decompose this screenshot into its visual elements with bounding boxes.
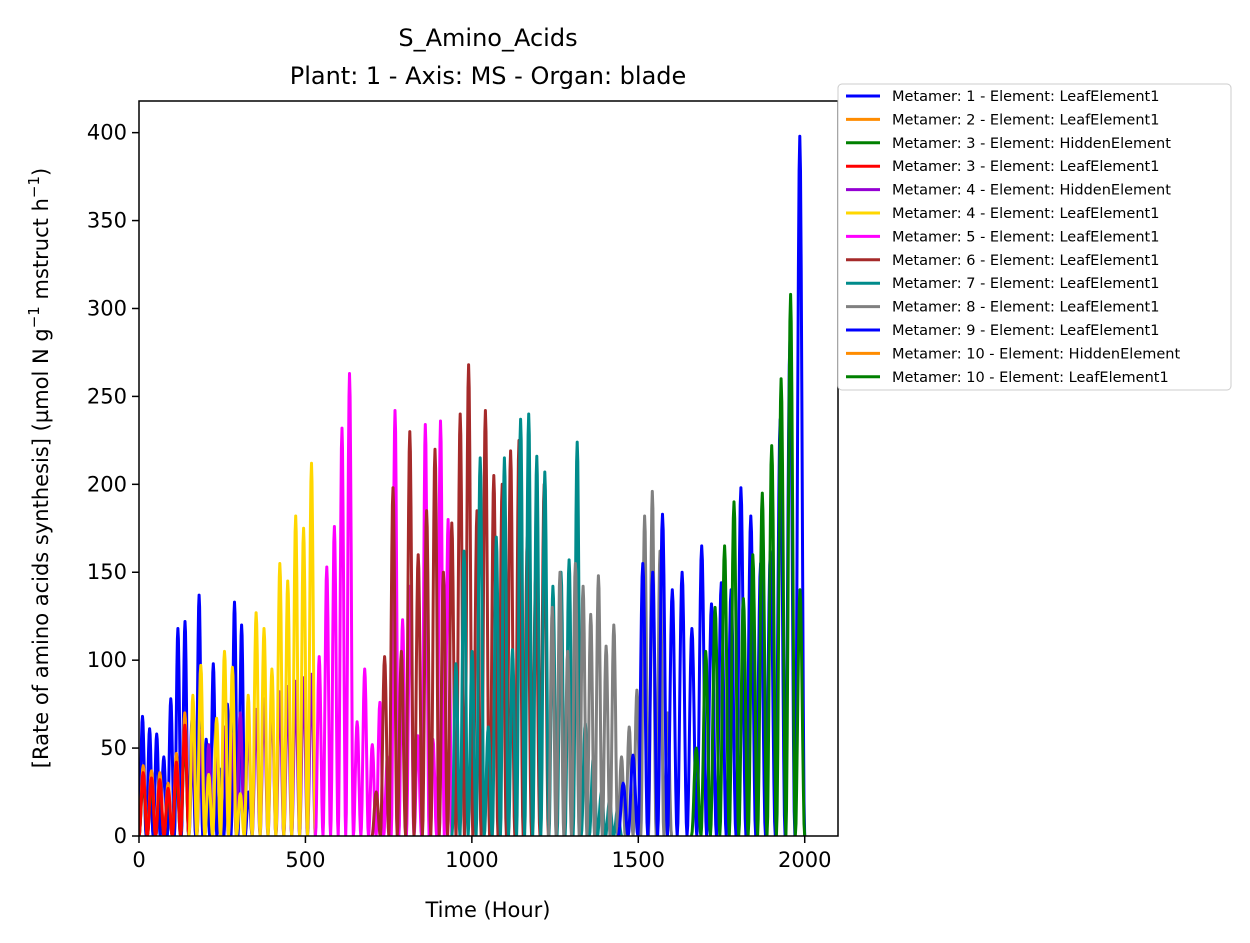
- y-tick-label: 400: [87, 121, 127, 145]
- plot-frame: [138, 100, 839, 837]
- legend-label: Metamer: 3 - Element: LeafElement1: [892, 159, 1159, 175]
- x-tick-label: 500: [285, 848, 325, 872]
- legend-label: Metamer: 4 - Element: LeafElement1: [892, 206, 1159, 222]
- legend-label: Metamer: 3 - Element: HiddenElement: [892, 136, 1171, 152]
- chart-subtitle: Plant: 1 - Axis: MS - Organ: blade: [290, 62, 687, 90]
- legend: Metamer: 1 - Element: LeafElement1 Metame…: [837, 83, 1232, 391]
- plot-area: [138, 100, 839, 837]
- chart-title: S_Amino_Acids: [398, 24, 577, 52]
- series-line-6: [187, 461, 317, 836]
- y-axis-label-part3: ): [29, 168, 53, 176]
- y-axis-label-part1: [Rate of amino acids synthesis] (µmol N …: [29, 328, 53, 768]
- legend-label: Metamer: 5 - Element: LeafElement1: [892, 229, 1159, 245]
- legend-label: Metamer: 10 - Element: HiddenElement: [892, 346, 1180, 362]
- legend-label: Metamer: 8 - Element: LeafElement1: [892, 300, 1159, 316]
- series-layer: [139, 134, 807, 836]
- y-axis-label-sup2: −1: [25, 176, 43, 198]
- y-axis-label-sup1: −1: [25, 306, 43, 328]
- legend-label: Metamer: 6 - Element: LeafElement1: [892, 253, 1159, 269]
- x-tick-label: 0: [132, 848, 145, 872]
- x-tick-label: 2000: [778, 848, 831, 872]
- legend-label: Metamer: 1 - Element: LeafElement1: [892, 89, 1159, 105]
- series-line-1: [139, 593, 254, 836]
- y-tick-label: 250: [87, 384, 127, 408]
- y-axis-label: [Rate of amino acids synthesis] (µmol N …: [25, 168, 53, 768]
- legend-label: Metamer: 10 - Element: LeafElement1: [892, 370, 1169, 386]
- y-tick-label: 300: [87, 296, 127, 320]
- x-axis: 0 500 1000 1500 2000: [132, 836, 831, 872]
- y-tick-label: 100: [87, 648, 127, 672]
- legend-frame: [837, 83, 1232, 391]
- y-axis: 0 50 100 150 200 250 300 350 400: [87, 121, 139, 848]
- x-tick-label: 1500: [612, 848, 665, 872]
- legend-label: Metamer: 7 - Element: LeafElement1: [892, 276, 1159, 292]
- y-axis-label-part2: mstruct h: [29, 198, 53, 306]
- y-tick-label: 350: [87, 209, 127, 233]
- y-tick-label: 50: [100, 736, 127, 760]
- y-tick-label: 150: [87, 560, 127, 584]
- y-tick-label: 200: [87, 472, 127, 496]
- y-tick-label: 0: [114, 824, 127, 848]
- legend-label: Metamer: 2 - Element: LeafElement1: [892, 112, 1159, 128]
- x-axis-label: Time (Hour): [424, 898, 550, 922]
- legend-label: Metamer: 4 - Element: HiddenElement: [892, 183, 1171, 199]
- x-tick-label: 1000: [445, 848, 498, 872]
- legend-entries: Metamer: 1 - Element: LeafElement1 Metame…: [846, 89, 1180, 386]
- legend-label: Metamer: 9 - Element: LeafElement1: [892, 323, 1159, 339]
